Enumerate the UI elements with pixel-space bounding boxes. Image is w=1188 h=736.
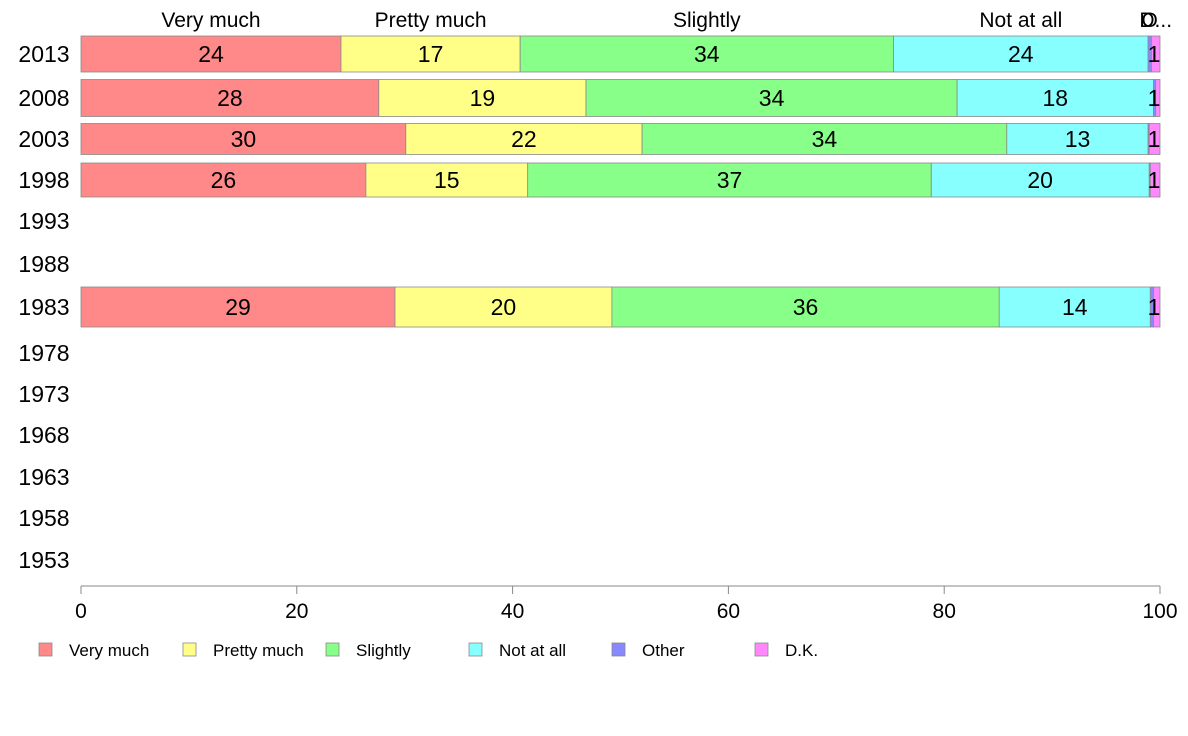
bar-segment: [641, 123, 1008, 155]
legend-label: Not at all: [499, 641, 566, 660]
y-tick-label: 1963: [18, 464, 69, 490]
top-segment-label: Not at all: [979, 9, 1062, 32]
bar-segment: [998, 286, 1151, 328]
bar-value-label: 15: [434, 167, 460, 193]
y-tick-label: 1998: [18, 167, 69, 193]
x-tick-label: 80: [933, 600, 956, 623]
bar-segment: [930, 162, 1150, 198]
y-tick-label: 1993: [18, 208, 69, 234]
legend-swatch: [468, 642, 483, 657]
y-tick-label: 1968: [18, 422, 69, 448]
y-tick-label: 2008: [18, 85, 69, 111]
bar-value-label: 24: [198, 41, 224, 67]
bar-segment: [340, 35, 521, 73]
bar-value-label: 1: [1148, 167, 1161, 193]
bar-segment: [1148, 123, 1161, 155]
bar-value-label: 29: [225, 294, 251, 320]
bar-segment: [1153, 286, 1161, 328]
x-tick-label: 0: [75, 600, 87, 623]
legend-swatch: [38, 642, 53, 657]
bar-value-label: 28: [217, 85, 243, 111]
legend-swatch: [182, 642, 197, 657]
bar-value-label: 34: [694, 41, 720, 67]
y-tick-label: 1973: [18, 381, 69, 407]
bar-value-label: 1: [1148, 85, 1161, 111]
bar-value-label: 34: [759, 85, 785, 111]
bar-value-label: 20: [491, 294, 517, 320]
bar-segment: [80, 79, 380, 117]
bar-segment: [1149, 162, 1161, 198]
top-segment-label: Slightly: [673, 9, 741, 32]
y-tick-label: 1978: [18, 340, 69, 366]
bar-segment: [80, 286, 396, 328]
top-segment-label: O: [1142, 9, 1158, 32]
bar-segment: [1006, 123, 1149, 155]
x-tick-label: 40: [501, 600, 524, 623]
bar-value-label: 34: [812, 126, 838, 152]
legend-label: D.K.: [785, 641, 818, 660]
y-tick-label: 1988: [18, 251, 69, 277]
y-tick-label: 1983: [18, 294, 69, 320]
y-tick-label: 1953: [18, 547, 69, 573]
legend-label: Other: [642, 641, 685, 660]
bar-value-label: 26: [211, 167, 237, 193]
legend-label: Slightly: [356, 641, 411, 660]
bar-segment: [585, 79, 958, 117]
bar-segment: [378, 79, 587, 117]
bar-value-label: 1: [1148, 126, 1161, 152]
legend-swatch: [611, 642, 626, 657]
bar-value-label: 19: [470, 85, 496, 111]
bar-value-label: 18: [1043, 85, 1069, 111]
legend-swatch: [754, 642, 769, 657]
bar-value-label: 17: [418, 41, 444, 67]
bar-value-label: 37: [717, 167, 743, 193]
top-segment-label: Very much: [161, 9, 260, 32]
bar-segment: [1151, 35, 1161, 73]
y-tick-label: 1958: [18, 505, 69, 531]
bar-value-label: 1: [1148, 294, 1161, 320]
bar-value-label: 36: [793, 294, 819, 320]
legend-label: Pretty much: [213, 641, 304, 660]
bar-value-label: 1: [1148, 41, 1161, 67]
bar-segment: [80, 123, 407, 155]
bar-segment: [80, 162, 367, 198]
bar-value-label: 14: [1062, 294, 1088, 320]
bar-value-label: 20: [1027, 167, 1053, 193]
bar-segment: [611, 286, 1000, 328]
bar-value-label: 24: [1008, 41, 1034, 67]
legend-label: Very much: [69, 641, 149, 660]
bar-segment: [527, 162, 932, 198]
y-tick-label: 2003: [18, 126, 69, 152]
bar-segment: [365, 162, 529, 198]
legend-swatch: [325, 642, 340, 657]
top-segment-label: D...: [1139, 9, 1172, 32]
bar-value-label: 30: [231, 126, 257, 152]
x-tick-label: 60: [717, 600, 740, 623]
x-tick-label: 100: [1142, 600, 1177, 623]
bar-segment: [405, 123, 643, 155]
bar-segment: [394, 286, 613, 328]
bar-segment: [1155, 79, 1161, 117]
top-segment-label: Pretty much: [375, 9, 487, 32]
bar-value-label: 22: [511, 126, 537, 152]
x-tick-label: 20: [285, 600, 308, 623]
bar-value-label: 13: [1065, 126, 1091, 152]
y-tick-label: 2013: [18, 41, 69, 67]
